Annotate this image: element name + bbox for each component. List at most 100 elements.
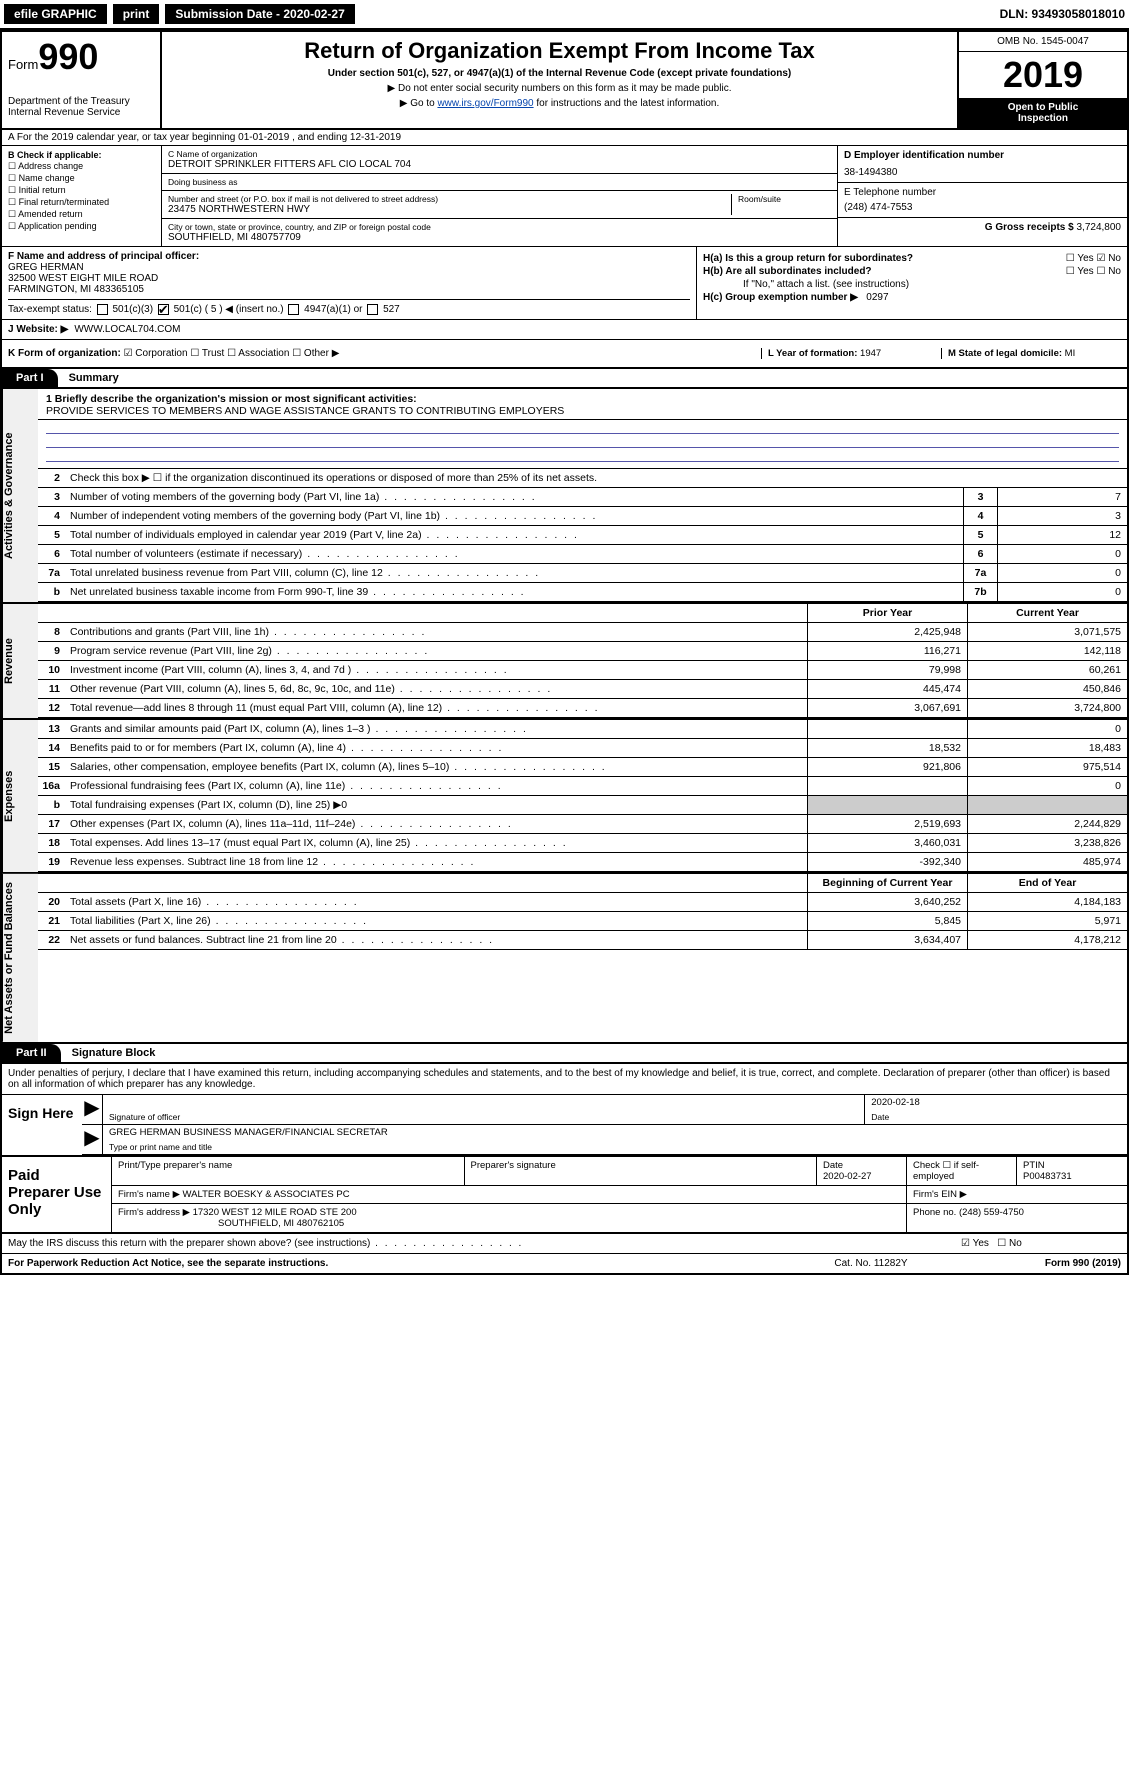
colb-label: B Check if applicable:	[8, 150, 155, 160]
discuss-yes[interactable]: ☑ Yes	[961, 1238, 989, 1249]
form-note-link: ▶ Go to www.irs.gov/Form990 for instruct…	[172, 98, 947, 109]
chk-4947[interactable]	[288, 304, 299, 315]
irs-link[interactable]: www.irs.gov/Form990	[437, 98, 533, 109]
chk-address[interactable]: ☐ Address change	[8, 161, 155, 172]
col-prior-hdr: Prior Year	[807, 604, 967, 622]
header-mid: Return of Organization Exempt From Incom…	[162, 32, 957, 128]
sig-name: GREG HERMAN BUSINESS MANAGER/FINANCIAL S…	[109, 1127, 1121, 1140]
omb-number: OMB No. 1545-0047	[959, 32, 1127, 52]
q1-label: 1 Briefly describe the organization's mi…	[46, 393, 417, 405]
table-row: 20Total assets (Part X, line 16)3,640,25…	[38, 893, 1127, 912]
prep-date: 2020-02-27	[823, 1171, 872, 1182]
part2-badge: Part II	[2, 1044, 61, 1062]
footer-last: For Paperwork Reduction Act Notice, see …	[2, 1254, 1127, 1273]
footer-discuss: May the IRS discuss this return with the…	[2, 1234, 1127, 1254]
phone-value: (248) 474-7553	[844, 202, 1121, 213]
col-b-checkboxes: B Check if applicable: ☐ Address change …	[2, 146, 162, 246]
open-public: Open to Public Inspection	[959, 98, 1127, 128]
link-prefix: ▶ Go to	[400, 98, 438, 109]
form-subtitle: Under section 501(c), 527, or 4947(a)(1)…	[172, 68, 947, 79]
sidebar-netassets: Net Assets or Fund Balances	[2, 874, 38, 1042]
table-row: 17Other expenses (Part IX, column (A), l…	[38, 815, 1127, 834]
chk-501c3[interactable]	[97, 304, 108, 315]
sig-officer-label: Signature of officer	[109, 1110, 858, 1122]
signature-block: Under penalties of perjury, I declare th…	[2, 1064, 1127, 1157]
section-netassets: Net Assets or Fund Balances Beginning of…	[2, 874, 1127, 1044]
sig-name-label: Type or print name and title	[109, 1140, 1121, 1152]
ha-yes[interactable]: ☐ Yes	[1066, 253, 1094, 264]
firm-name-label: Firm's name ▶	[118, 1189, 180, 1200]
firm-ein-label: Firm's EIN ▶	[907, 1186, 1127, 1203]
city-label: City or town, state or province, country…	[168, 222, 831, 232]
hb-no[interactable]: ☐ No	[1096, 266, 1121, 277]
chk-initial[interactable]: ☐ Initial return	[8, 185, 155, 196]
opt-501c3: 501(c)(3)	[112, 304, 153, 315]
table-row: 14Benefits paid to or for members (Part …	[38, 739, 1127, 758]
org-name: DETROIT SPRINKLER FITTERS AFL CIO LOCAL …	[168, 159, 831, 170]
row-bcd: B Check if applicable: ☐ Address change …	[2, 146, 1127, 247]
tax-year: 2019	[959, 52, 1127, 98]
q2-text: Check this box ▶ ☐ if the organization d…	[66, 469, 1127, 487]
chk-final[interactable]: ☐ Final return/terminated	[8, 197, 155, 208]
table-row: 5Total number of individuals employed in…	[38, 526, 1127, 545]
table-row: bNet unrelated business taxable income f…	[38, 583, 1127, 602]
link-suffix: for instructions and the latest informat…	[534, 98, 720, 109]
officer-addr2: FARMINGTON, MI 483365105	[8, 284, 690, 295]
ptin-value: P00483731	[1023, 1171, 1072, 1182]
blank-line	[46, 448, 1119, 462]
col-l: L Year of formation: 1947	[761, 348, 941, 359]
table-row: 4Number of independent voting members of…	[38, 507, 1127, 526]
part1-header: Part I Summary	[2, 369, 1127, 389]
sig-date-label: Date	[871, 1110, 1121, 1122]
table-row: 13Grants and similar amounts paid (Part …	[38, 720, 1127, 739]
part1-badge: Part I	[2, 369, 58, 387]
ha-no[interactable]: ☑ No	[1096, 253, 1121, 264]
opt-501c: 501(c) ( 5 ) ◀ (insert no.)	[174, 304, 284, 315]
table-row: 18Total expenses. Add lines 13–17 (must …	[38, 834, 1127, 853]
paid-preparer: Paid Preparer Use Only Print/Type prepar…	[2, 1157, 1127, 1234]
chk-501c[interactable]	[158, 304, 169, 315]
sig-date: 2020-02-18	[871, 1097, 1121, 1110]
form-number: 990	[38, 36, 98, 77]
table-row: 9Program service revenue (Part VIII, lin…	[38, 642, 1127, 661]
chk-pending[interactable]: ☐ Application pending	[8, 221, 155, 232]
table-row: 22Net assets or fund balances. Subtract …	[38, 931, 1127, 950]
website-label: J Website: ▶	[8, 324, 68, 335]
q1-mission: 1 Briefly describe the organization's mi…	[38, 389, 1127, 420]
chk-527[interactable]	[367, 304, 378, 315]
table-row: 12Total revenue—add lines 8 through 11 (…	[38, 699, 1127, 718]
website-value: WWW.LOCAL704.COM	[74, 324, 180, 335]
header-right: OMB No. 1545-0047 2019 Open to Public In…	[957, 32, 1127, 128]
firm-addr2: SOUTHFIELD, MI 480762105	[118, 1218, 344, 1229]
print-button[interactable]: print	[113, 4, 160, 24]
org-name-label: C Name of organization	[168, 149, 831, 159]
form-header: Form990 Department of the Treasury Inter…	[2, 32, 1127, 130]
row-j-website: J Website: ▶ WWW.LOCAL704.COM	[2, 320, 1127, 340]
opt-527: 527	[383, 304, 400, 315]
part2-header: Part II Signature Block	[2, 1044, 1127, 1064]
col-h-group: H(a) Is this a group return for subordin…	[697, 247, 1127, 319]
opt-4947: 4947(a)(1) or	[304, 304, 362, 315]
table-row: 6Total number of volunteers (estimate if…	[38, 545, 1127, 564]
top-bar: efile GRAPHIC print Submission Date - 20…	[0, 0, 1129, 30]
part1-title: Summary	[69, 372, 119, 384]
chk-name[interactable]: ☐ Name change	[8, 173, 155, 184]
firm-addr-label: Firm's address ▶	[118, 1207, 190, 1218]
table-row: 8Contributions and grants (Part VIII, li…	[38, 623, 1127, 642]
hb-yes[interactable]: ☐ Yes	[1066, 266, 1094, 277]
firm-name: WALTER BOESKY & ASSOCIATES PC	[183, 1189, 350, 1200]
year-formation-value: 1947	[860, 348, 881, 359]
prep-date-hdr: Date	[823, 1160, 843, 1171]
firm-addr1: 17320 WEST 12 MILE ROAD STE 200	[193, 1207, 357, 1218]
paid-label: Paid Preparer Use Only	[2, 1157, 112, 1232]
efile-badge: efile GRAPHIC	[4, 4, 107, 24]
sign-here-label: Sign Here	[2, 1095, 82, 1155]
discuss-no[interactable]: ☐ No	[997, 1238, 1022, 1249]
chk-amended[interactable]: ☐ Amended return	[8, 209, 155, 220]
officer-name: GREG HERMAN	[8, 262, 690, 273]
blank-line	[46, 434, 1119, 448]
col-m: M State of legal domicile: MI	[941, 348, 1121, 359]
prep-check[interactable]: Check ☐ if self-employed	[907, 1157, 1017, 1185]
row-fh: F Name and address of principal officer:…	[2, 247, 1127, 320]
table-row: bTotal fundraising expenses (Part IX, co…	[38, 796, 1127, 815]
